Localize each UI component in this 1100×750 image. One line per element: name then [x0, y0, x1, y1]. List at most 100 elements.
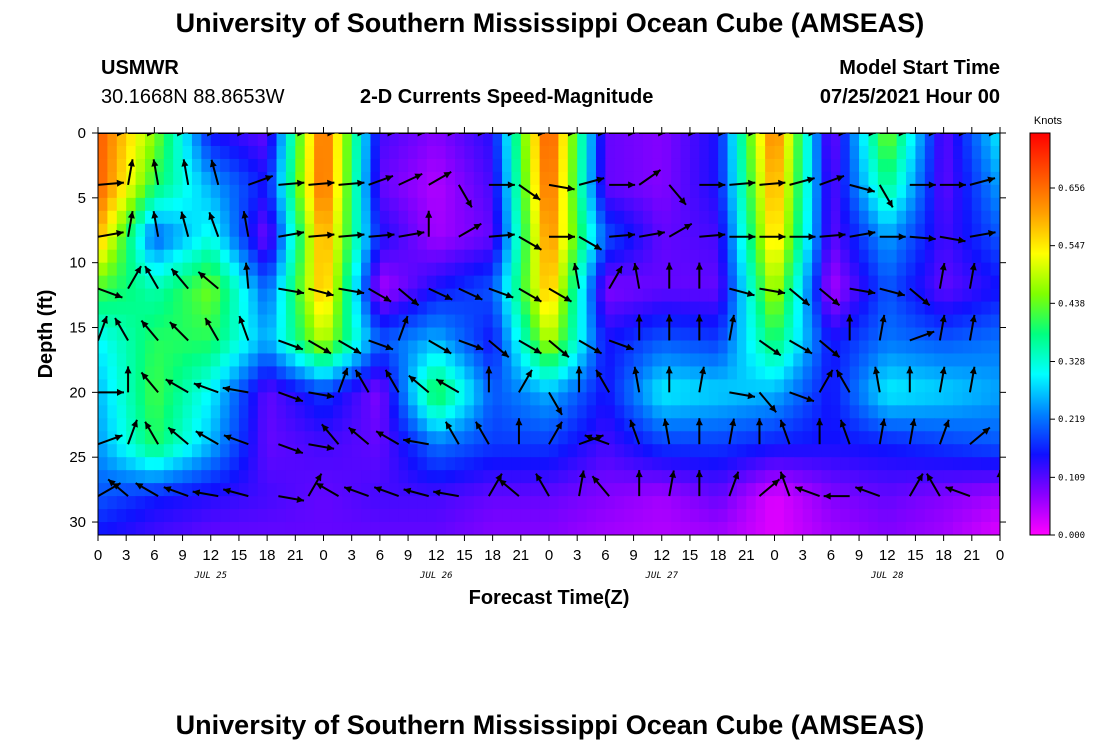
- heatmap-cell: [774, 392, 785, 406]
- heatmap-cell: [812, 431, 823, 445]
- heatmap-cell: [727, 444, 738, 458]
- heatmap-cell: [718, 470, 729, 484]
- current-vector: [308, 179, 335, 187]
- current-vector-head: [996, 470, 1000, 478]
- heatmap-cell: [868, 457, 879, 471]
- heatmap-cell: [868, 262, 879, 277]
- heatmap-cell: [502, 496, 513, 510]
- heatmap-cell: [483, 275, 494, 290]
- heatmap-cell: [924, 288, 935, 303]
- heatmap-cell: [549, 210, 559, 225]
- heatmap-cell: [549, 457, 559, 471]
- heatmap-cell: [361, 133, 372, 147]
- x-tick-label: 9: [404, 547, 412, 564]
- heatmap-cell: [577, 288, 588, 303]
- heatmap-cell: [746, 392, 757, 406]
- heatmap-cell: [990, 145, 1000, 160]
- x-tick-label: 15: [456, 547, 473, 564]
- x-date-label: JUL 28: [870, 571, 904, 581]
- heatmap-cell: [906, 353, 917, 368]
- current-vector: [695, 262, 703, 289]
- heatmap-cell: [727, 236, 738, 251]
- heatmap-cell: [210, 379, 221, 393]
- current-vector: [98, 179, 124, 187]
- current-vector: [278, 339, 304, 351]
- heatmap-cell: [736, 353, 747, 368]
- heatmap-cell: [990, 340, 1000, 355]
- heatmap-cell: [408, 483, 419, 497]
- heatmap-cell: [276, 210, 287, 225]
- heatmap-cell: [426, 340, 437, 355]
- current-vector-head: [867, 229, 876, 237]
- heatmap-cell: [267, 457, 278, 471]
- heatmap-cell: [877, 483, 888, 497]
- heatmap-cell: [793, 210, 804, 225]
- current-vector-head: [823, 492, 831, 500]
- heatmap-cell: [445, 288, 456, 303]
- heatmap-cell: [530, 133, 541, 147]
- heatmap-cell: [765, 236, 776, 251]
- heatmap-cell: [126, 392, 137, 406]
- heatmap-cell: [765, 379, 776, 393]
- heatmap-cell: [445, 496, 456, 510]
- current-vector: [698, 366, 707, 393]
- heatmap-cell: [812, 470, 823, 484]
- heatmap-cell: [661, 236, 672, 251]
- heatmap-cell: [473, 249, 484, 264]
- heatmap-cell: [689, 236, 700, 251]
- heatmap-cell: [614, 392, 625, 406]
- heatmap-cell: [351, 314, 362, 329]
- current-vector-head: [592, 476, 600, 484]
- heatmap-cell: [304, 496, 315, 510]
- heatmap-cell: [304, 223, 315, 238]
- heatmap-cell: [859, 158, 870, 173]
- heatmap-cell: [173, 353, 184, 368]
- heatmap-cell: [182, 444, 193, 458]
- heatmap-cell: [962, 314, 973, 329]
- heatmap-cell: [934, 145, 945, 160]
- heatmap-cell: [671, 522, 682, 535]
- current-vector-head: [385, 343, 394, 351]
- heatmap-cell: [238, 418, 249, 432]
- heatmap-cell: [567, 470, 578, 484]
- heatmap-cell: [633, 171, 644, 186]
- heatmap-cell: [727, 366, 738, 380]
- heatmap-cell: [220, 133, 231, 147]
- heatmap-cell: [736, 158, 747, 173]
- heatmap-cell: [257, 288, 268, 303]
- heatmap-cell: [370, 418, 381, 432]
- heatmap-cell: [661, 184, 672, 199]
- heatmap-cell: [943, 405, 954, 419]
- heatmap-cell: [614, 314, 625, 329]
- heatmap-cell: [906, 223, 917, 238]
- current-vector: [879, 233, 906, 241]
- heatmap-cell: [642, 158, 653, 173]
- heatmap-cell: [567, 405, 578, 419]
- current-vector-head: [748, 179, 756, 187]
- heatmap-cell: [633, 509, 644, 523]
- heatmap-cell: [642, 431, 653, 445]
- heatmap-cell: [379, 457, 390, 471]
- heatmap-cell: [182, 470, 193, 484]
- heatmap-cell: [464, 340, 475, 355]
- heatmap-cell: [924, 444, 935, 458]
- heatmap-cell: [163, 418, 174, 432]
- heatmap-cell: [144, 470, 155, 484]
- current-vector: [789, 233, 816, 241]
- heatmap-cell: [755, 301, 766, 316]
- heatmap-cell: [793, 171, 804, 186]
- heatmap-cell: [633, 431, 644, 445]
- heatmap-cell: [774, 197, 785, 212]
- current-vector: [854, 486, 881, 498]
- heatmap-cell: [953, 223, 964, 238]
- heatmap-cell: [699, 327, 710, 342]
- heatmap-cell: [539, 353, 550, 368]
- current-vector-head: [926, 330, 935, 338]
- heatmap-cell: [229, 314, 240, 329]
- heatmap-cell: [98, 392, 108, 406]
- heatmap-cell: [276, 158, 287, 173]
- heatmap-cell: [492, 457, 503, 471]
- heatmap-cell: [455, 470, 466, 484]
- heatmap-cell: [379, 145, 390, 160]
- heatmap-cell: [661, 522, 672, 535]
